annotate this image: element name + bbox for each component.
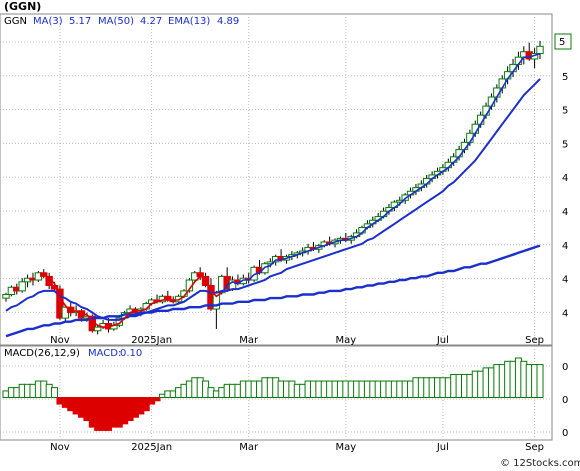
date-tick-label: Mar bbox=[239, 442, 259, 453]
ema13-line bbox=[5, 78, 541, 321]
price-axis-label: 5 bbox=[562, 106, 568, 117]
candle bbox=[536, 40, 544, 59]
date-axis-bottom: Nov 2025Jan Mar May Jul Sep bbox=[50, 442, 544, 453]
price-axis-label: 4 bbox=[562, 241, 568, 252]
macd-legend-value: 0.10 bbox=[120, 348, 142, 359]
macd-legend-label: MACD(26,12,9) bbox=[4, 348, 80, 359]
macd-grid bbox=[0, 346, 552, 440]
price-legend: GGN MA(3) 5.17 MA(50) 4.27 EMA(13) 4.89 bbox=[4, 16, 239, 27]
macd-axis-label: 0 bbox=[562, 362, 568, 373]
candle bbox=[40, 269, 48, 279]
macd-axis: 0 0 0 bbox=[562, 362, 568, 439]
legend-ema13-label: EMA(13) bbox=[168, 16, 210, 27]
price-panel bbox=[0, 13, 553, 346]
legend-ma3-value: 5.17 bbox=[69, 16, 91, 27]
macd-legend: MACD(26,12,9) MACD: 0.10 bbox=[4, 348, 142, 359]
date-tick-label: May bbox=[335, 335, 356, 346]
date-tick-label: May bbox=[335, 442, 356, 453]
macd-axis-label: 0 bbox=[562, 428, 568, 439]
price-axis: 5 5 5 5 4 4 4 4 4 bbox=[562, 38, 568, 319]
price-axis-label: 4 bbox=[562, 173, 568, 184]
date-tick-label: 2025Jan bbox=[131, 335, 172, 346]
macd-legend-value-label: MACD: bbox=[88, 348, 121, 359]
legend-ma50-value: 4.27 bbox=[140, 16, 162, 27]
macd-bar bbox=[536, 364, 544, 399]
candle bbox=[115, 316, 123, 328]
date-tick-label: Sep bbox=[525, 335, 544, 346]
candle bbox=[18, 278, 26, 293]
macd-axis-label: 0 bbox=[562, 395, 568, 406]
price-axis-label: 4 bbox=[562, 275, 568, 286]
chart-title: (GGN) bbox=[4, 0, 41, 13]
macd-bar bbox=[51, 387, 59, 398]
macd-bar bbox=[153, 397, 161, 402]
last-price-value: 5 bbox=[559, 37, 565, 48]
legend-ema13-value: 4.89 bbox=[217, 16, 239, 27]
legend-ma50-label: MA(50) bbox=[98, 16, 134, 27]
date-tick-label: Mar bbox=[239, 335, 259, 346]
ma3-red-line bbox=[48, 275, 223, 328]
legend-ma3-label: MA(3) bbox=[33, 16, 63, 27]
price-axis-label: 5 bbox=[562, 139, 568, 150]
price-axis-label: 5 bbox=[562, 72, 568, 83]
ma50-line bbox=[5, 244, 541, 338]
candle bbox=[93, 325, 102, 335]
macd-bars bbox=[2, 357, 544, 431]
ma3-blue-line bbox=[221, 52, 541, 294]
last-price-badge: 5 bbox=[554, 33, 572, 50]
date-tick-label: Sep bbox=[525, 442, 544, 453]
price-axis-label: 4 bbox=[562, 207, 568, 218]
date-tick-label: Jul bbox=[436, 335, 449, 346]
date-tick-label: Nov bbox=[50, 335, 70, 346]
date-tick-label: 2025Jan bbox=[131, 442, 172, 453]
legend-ticker: GGN bbox=[4, 16, 27, 27]
date-axis-top: Nov 2025Jan Mar May Jul Sep bbox=[50, 335, 544, 346]
date-tick-label: Jul bbox=[436, 442, 449, 453]
price-axis-label: 4 bbox=[562, 308, 568, 319]
candle bbox=[2, 292, 10, 302]
date-tick-label: Nov bbox=[50, 442, 70, 453]
watermark: © 12Stocks.com bbox=[500, 458, 580, 469]
